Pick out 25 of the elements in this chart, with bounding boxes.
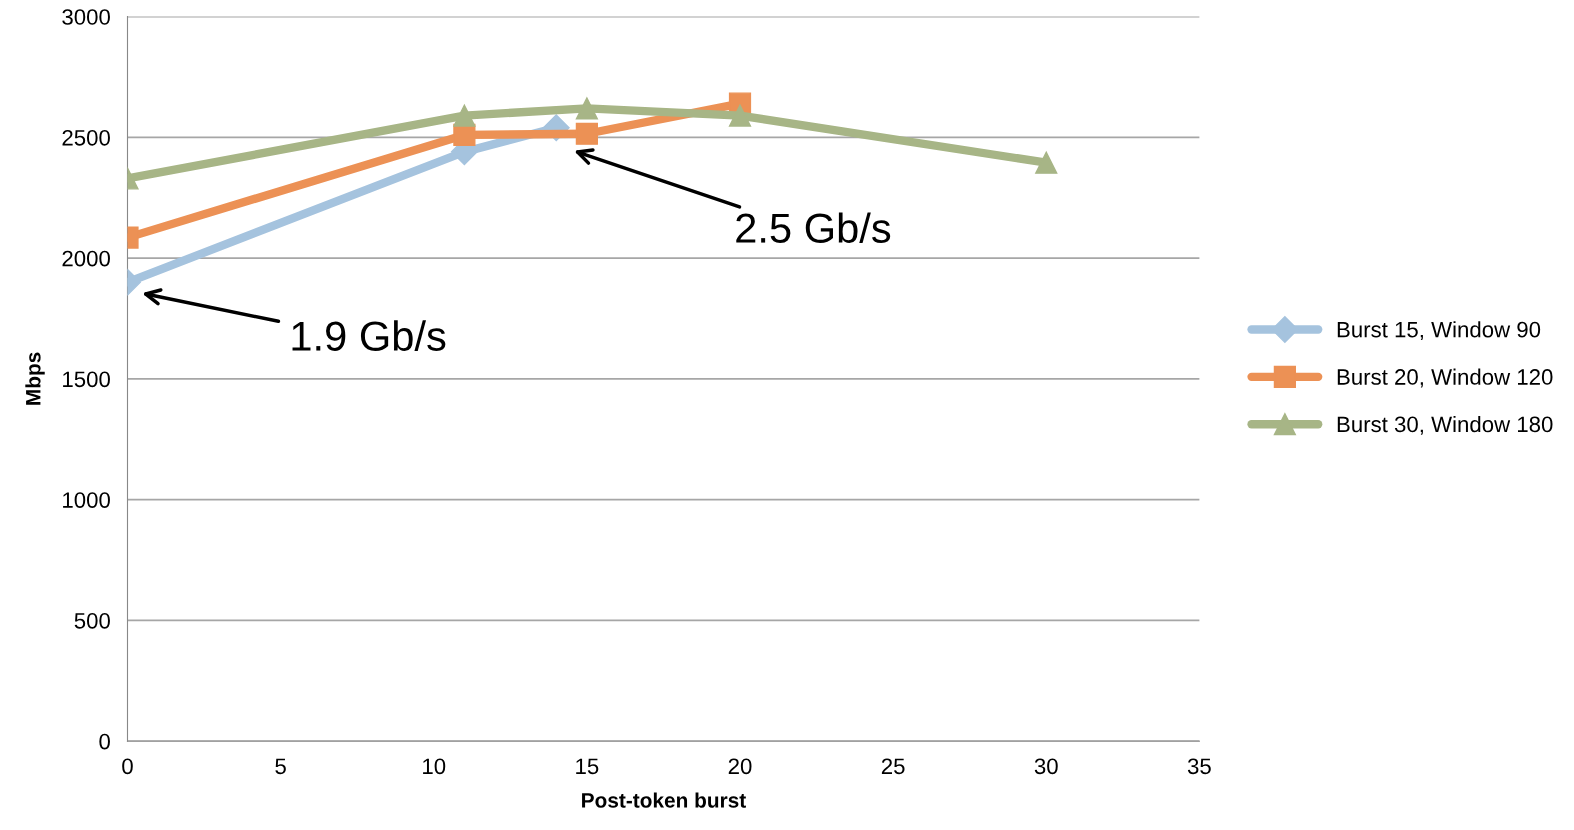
x-axis-title: Post-token burst xyxy=(582,792,746,808)
x-tick-label: 35 xyxy=(1187,758,1211,775)
x-tick-label: 10 xyxy=(423,758,446,775)
y-tick-label: 0 xyxy=(99,733,110,750)
x-tick-label: 15 xyxy=(576,758,599,775)
legend-label: Burst 30, Window 180 xyxy=(1337,415,1553,435)
point xyxy=(453,104,476,127)
y-tick-label: 3000 xyxy=(62,9,110,25)
point xyxy=(575,122,598,145)
y-tick-label: 2000 xyxy=(62,250,110,267)
x-tick-label: 20 xyxy=(728,758,752,775)
x-tick-label: 5 xyxy=(275,758,286,775)
legend-label: Burst 20, Window 120 xyxy=(1337,368,1553,388)
y-tick-label: 1000 xyxy=(63,492,110,508)
y-tick-label: 500 xyxy=(74,612,110,629)
y-tick-label: 1500 xyxy=(63,371,110,388)
x-tick-label: 0 xyxy=(122,758,133,775)
annotation: 2.5 Gb/s xyxy=(736,212,891,243)
point xyxy=(575,97,598,120)
y-axis-title: Mbps xyxy=(25,352,45,405)
y-tick-label: 2500 xyxy=(62,129,110,146)
legend-label: Burst 15, Window 90 xyxy=(1337,321,1541,341)
x-tick-label: 25 xyxy=(881,758,905,775)
x-tick-label: 30 xyxy=(1034,758,1058,775)
annotation: 1.9 Gb/s xyxy=(292,320,446,351)
